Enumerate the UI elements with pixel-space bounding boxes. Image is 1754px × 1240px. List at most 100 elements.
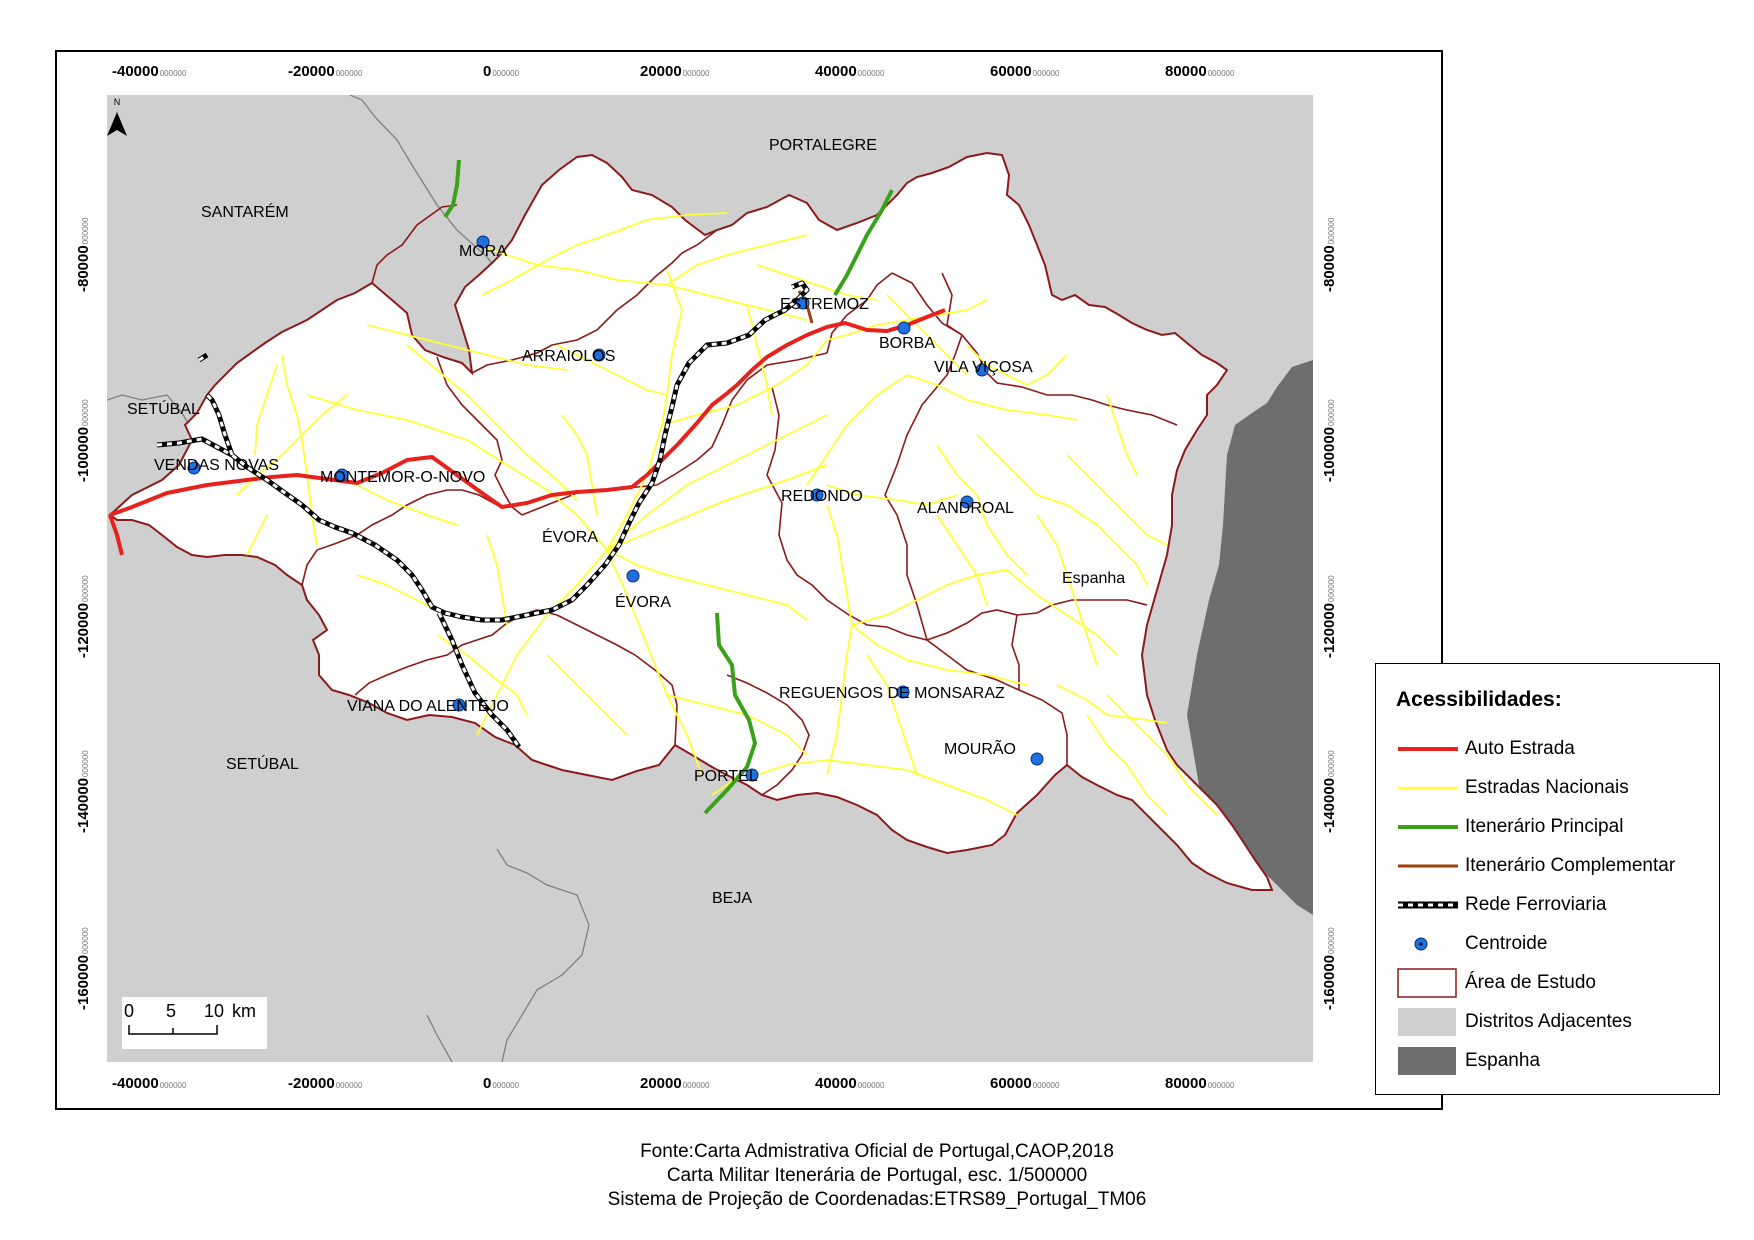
legend-item-centroide: Centroide bbox=[1396, 929, 1547, 959]
scale-label-0: 0 bbox=[124, 1001, 134, 1021]
centroid-estremoz bbox=[796, 296, 810, 310]
yellow-line-icon bbox=[1396, 773, 1460, 803]
label-district-beja: BEJA bbox=[712, 890, 752, 907]
centroid-montemor bbox=[335, 468, 349, 482]
y-tick-label: -120000000000 bbox=[75, 575, 92, 658]
label-evora-mun: ÉVORA bbox=[615, 592, 671, 611]
label-district-portalegre: PORTALEGRE bbox=[769, 137, 877, 154]
legend-item-itenerario-principal: Itenerário Principal bbox=[1396, 812, 1623, 842]
red-line-icon bbox=[1396, 734, 1460, 764]
map-canvas[interactable]: N SANTARÉM PORTALEGRE SETÚBAL SETÚBAL BE… bbox=[107, 95, 1313, 1062]
place-labels: SANTARÉM PORTALEGRE SETÚBAL SETÚBAL BEJA… bbox=[127, 137, 1125, 907]
spain-area bbox=[1187, 360, 1313, 915]
centroid-mora bbox=[476, 235, 490, 249]
x-tick-label: 0000000 bbox=[483, 1075, 520, 1092]
x-tick-label: -40000000000 bbox=[112, 63, 187, 80]
x-tick-label: 80000000000 bbox=[1165, 63, 1235, 80]
scale-bar: 0 5 10 km bbox=[122, 997, 267, 1049]
centroid-vila-vicosa bbox=[975, 363, 989, 377]
label-estremoz: ESTREMOZ bbox=[780, 296, 869, 313]
auto-estrada bbox=[108, 308, 946, 556]
legend: Acessibilidades: Auto Estrada Estradas N… bbox=[1375, 663, 1720, 1095]
centroid-viana bbox=[452, 698, 466, 712]
label-mora: MORA bbox=[459, 243, 507, 260]
label-district-setubal-north: SETÚBAL bbox=[127, 399, 200, 418]
x-tick-label: -20000000000 bbox=[288, 63, 363, 80]
label-redondo: REDONDO bbox=[781, 488, 863, 505]
label-arraiolos: ARRAIOLOS bbox=[522, 348, 615, 365]
centroid-reguengos bbox=[896, 685, 910, 699]
label-district-setubal-south: SETÚBAL bbox=[226, 754, 299, 773]
source-line-2: Carta Militar Itenerária de Portugal, es… bbox=[666, 1165, 1088, 1186]
legend-item-estradas-nacionais: Estradas Nacionais bbox=[1396, 773, 1629, 803]
legend-label: Espanha bbox=[1465, 1050, 1541, 1071]
legend-label: Estradas Nacionais bbox=[1465, 777, 1629, 798]
north-arrow-icon: N bbox=[107, 97, 127, 136]
centroid-vendas-novas bbox=[187, 461, 201, 475]
centroids bbox=[187, 235, 1044, 782]
x-tick-label: 20000000000 bbox=[640, 63, 710, 80]
x-tick-label: 20000000000 bbox=[640, 1075, 710, 1092]
legend-label: Itenerário Complementar bbox=[1465, 855, 1676, 876]
itenerario-principal bbox=[443, 159, 894, 815]
x-tick-label: 0000000 bbox=[483, 63, 520, 80]
label-district-santarem: SANTARÉM bbox=[201, 202, 289, 221]
legend-item-rede-ferroviaria: Rede Ferroviaria bbox=[1396, 890, 1607, 920]
legend-label: Centroide bbox=[1465, 933, 1548, 954]
legend-item-espanha: Espanha bbox=[1396, 1046, 1540, 1076]
label-vila-vicosa: VILA VIÇOSA bbox=[934, 359, 1033, 376]
y-tick-label: -100000000000 bbox=[75, 399, 92, 482]
centroid-arraiolos bbox=[592, 348, 606, 362]
legend-label: Área de Estudo bbox=[1465, 972, 1596, 993]
legend-item-auto-estrada: Auto Estrada bbox=[1396, 734, 1575, 764]
district-boundaries bbox=[107, 95, 590, 1062]
brown-line-icon bbox=[1396, 851, 1460, 881]
centroid-borba bbox=[897, 321, 911, 335]
scale-label-5: 5 bbox=[166, 1001, 176, 1021]
x-tick-label: 80000000000 bbox=[1165, 1075, 1235, 1092]
scale-label-10: 10 bbox=[204, 1001, 224, 1021]
label-evora-city: ÉVORA bbox=[542, 527, 598, 546]
scale-label-km: km bbox=[232, 1001, 256, 1021]
green-line-icon bbox=[1396, 812, 1460, 842]
legend-label: Rede Ferroviaria bbox=[1465, 894, 1607, 915]
railway-line-icon bbox=[1396, 890, 1460, 920]
centroid-mourao bbox=[1030, 752, 1044, 766]
x-tick-label: 60000000000 bbox=[990, 63, 1060, 80]
legend-label: Auto Estrada bbox=[1465, 738, 1575, 759]
label-espanha: Espanha bbox=[1062, 570, 1125, 587]
y-tick-label: -120000000000 bbox=[1321, 575, 1338, 658]
study-area-box-icon bbox=[1396, 968, 1460, 998]
x-tick-label: -40000000000 bbox=[112, 1075, 187, 1092]
label-vendas-novas: VENDAS NOVAS bbox=[154, 457, 279, 474]
x-tick-label: -20000000000 bbox=[288, 1075, 363, 1092]
label-montemor: MONTEMOR-O-NOVO bbox=[320, 469, 485, 486]
source-line-1: Fonte:Carta Admistrativa Oficial de Port… bbox=[640, 1141, 1114, 1162]
grey-box-icon bbox=[1396, 1007, 1460, 1037]
national-roads bbox=[236, 212, 1218, 816]
label-reguengos: REGUENGOS DE MONSARAZ bbox=[779, 685, 1005, 702]
railway bbox=[156, 280, 810, 749]
label-alandroal: ALANDROAL bbox=[917, 500, 1014, 517]
label-portel: PORTEL bbox=[694, 768, 758, 785]
centroid-portel bbox=[745, 768, 759, 782]
legend-item-distritos-adjacentes: Distritos Adjacentes bbox=[1396, 1007, 1632, 1037]
x-tick-label: 60000000000 bbox=[990, 1075, 1060, 1092]
y-tick-label: -80000000000 bbox=[1321, 217, 1338, 292]
centroid-evora bbox=[626, 569, 640, 583]
label-borba: BORBA bbox=[879, 335, 935, 352]
centroid-dot-icon bbox=[1396, 929, 1460, 959]
dark-box-icon bbox=[1396, 1046, 1460, 1076]
y-tick-label: -160000000000 bbox=[1321, 927, 1338, 1010]
y-tick-label: -100000000000 bbox=[1321, 399, 1338, 482]
y-tick-label: -140000000000 bbox=[75, 750, 92, 833]
label-viana: VIANA DO ALENTEJO bbox=[347, 698, 509, 715]
centroid-alandroal bbox=[960, 495, 974, 509]
y-tick-label: -140000000000 bbox=[1321, 750, 1338, 833]
legend-title: Acessibilidades: bbox=[1396, 688, 1562, 711]
legend-item-itenerario-complementar: Itenerário Complementar bbox=[1396, 851, 1675, 881]
x-tick-label: 40000000000 bbox=[815, 63, 885, 80]
y-tick-label: -80000000000 bbox=[75, 217, 92, 292]
y-tick-label: -160000000000 bbox=[75, 927, 92, 1010]
source-line-3: Sistema de Projeção de Coordenadas:ETRS8… bbox=[607, 1189, 1147, 1210]
